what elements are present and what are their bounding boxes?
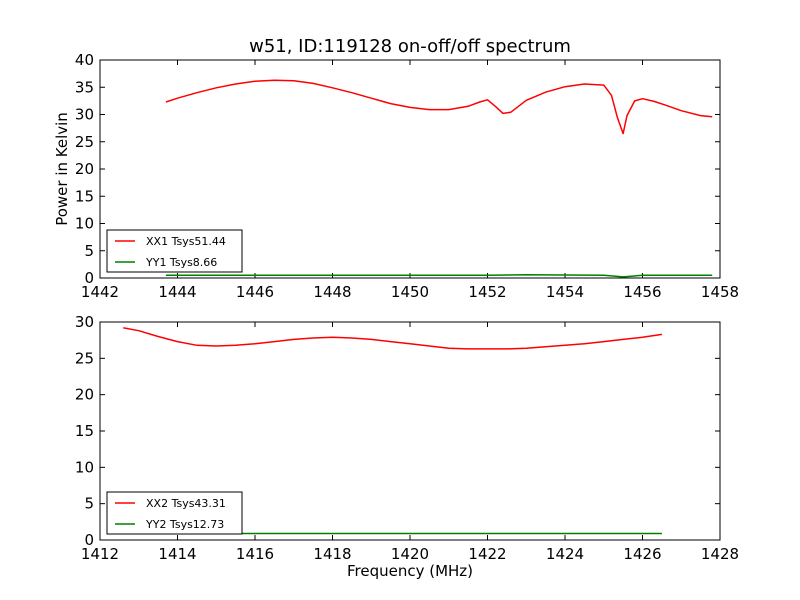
y-tick-label: 30 [75, 106, 94, 124]
y-tick-label: 15 [75, 187, 94, 205]
legend-label: XX2 Tsys43.31 [146, 497, 226, 510]
figure-title: w51, ID:119128 on-off/off spectrum [249, 36, 571, 57]
y-tick-label: 10 [75, 215, 94, 233]
y-tick-label: 0 [84, 531, 94, 549]
x-tick-label: 1422 [468, 545, 506, 563]
y-axis-label: Power in Kelvin [53, 112, 71, 226]
y-tick-label: 10 [75, 458, 94, 476]
legend: XX2 Tsys43.31 YY2 Tsys12.73 [106, 491, 243, 535]
x-tick-label: 1418 [313, 545, 351, 563]
x-tick-label: 1458 [701, 283, 739, 301]
y-tick-label: 35 [75, 78, 94, 96]
x-tick-label: 1456 [623, 283, 661, 301]
x-tick-label: 1442 [81, 283, 119, 301]
x-tick-label: 1414 [158, 545, 196, 563]
legend: XX1 Tsys51.44 YY1 Tsys8.66 [106, 229, 243, 273]
series-line-yy [165, 273, 713, 278]
legend-label: YY1 Tsys8.66 [145, 256, 217, 269]
y-tick-label: 30 [75, 313, 94, 331]
x-tick-label: 1426 [623, 545, 661, 563]
x-tick-label: 1448 [313, 283, 351, 301]
legend-box [106, 491, 243, 535]
x-tick-label: 1416 [236, 545, 274, 563]
y-tick-label: 5 [84, 242, 94, 260]
x-axis-label: Frequency (MHz) [347, 562, 473, 580]
x-tick-label: 1450 [391, 283, 429, 301]
x-tick-label: 1424 [546, 545, 584, 563]
y-tick-label: 25 [75, 133, 94, 151]
x-tick-label: 1444 [158, 283, 196, 301]
series-line-xx [165, 79, 713, 135]
y-tick-label: 20 [75, 160, 94, 178]
y-tick-label: 5 [84, 495, 94, 513]
top-subplot: 1442 1444 1446 1448 1450 1452 1454 1456 1458 0 5 10… [53, 51, 739, 301]
x-tick-label: 1420 [391, 545, 429, 563]
x-tick-label: 1428 [701, 545, 739, 563]
series-line-xx [123, 327, 663, 350]
y-tick-label: 40 [75, 51, 94, 69]
x-tick-label: 1452 [468, 283, 506, 301]
y-tick-label: 20 [75, 386, 94, 404]
legend-label: YY2 Tsys12.73 [145, 518, 224, 531]
y-tick-label: 15 [75, 422, 94, 440]
x-tick-label: 1454 [546, 283, 584, 301]
x-tick-label: 1446 [236, 283, 274, 301]
legend-box [106, 229, 243, 273]
bottom-subplot: 1412 1414 1416 1418 1420 1422 1424 1426 1428 0 5 10… [75, 313, 739, 580]
x-tick-label: 1412 [81, 545, 119, 563]
y-tick-label: 0 [84, 269, 94, 287]
legend-label: XX1 Tsys51.44 [146, 235, 226, 248]
y-tick-label: 25 [75, 349, 94, 367]
